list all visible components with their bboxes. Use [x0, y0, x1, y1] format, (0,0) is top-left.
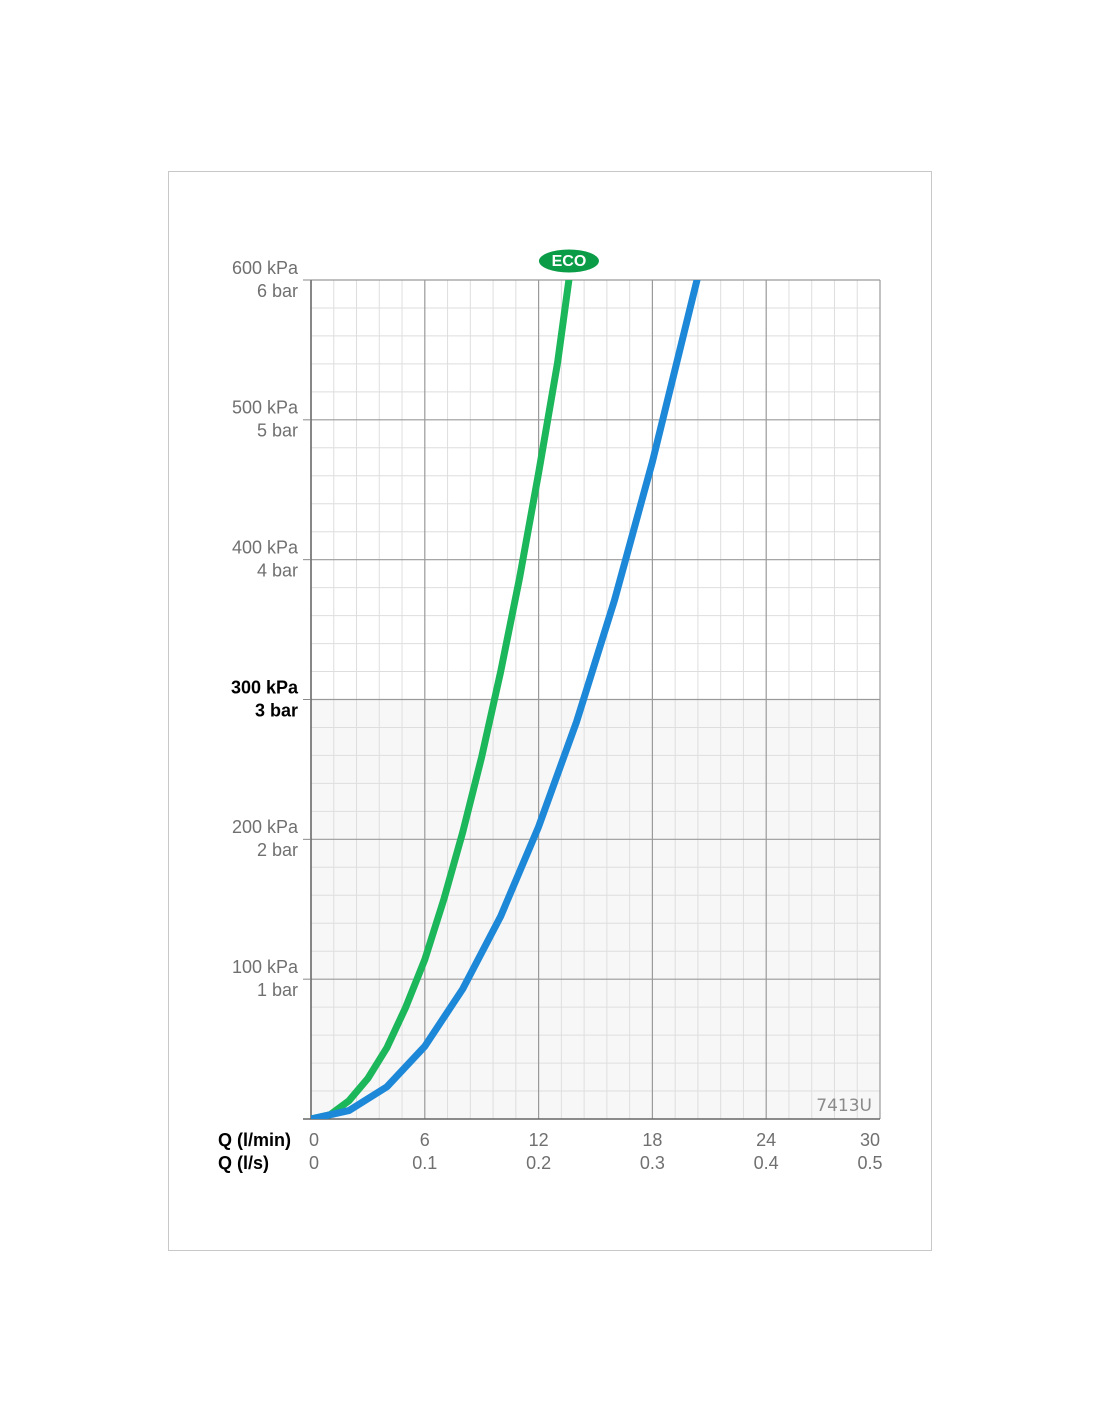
y-tick-label: 300 kPa	[231, 677, 299, 697]
x2-tick-label: 0	[309, 1153, 319, 1173]
x2-tick-label: 0.1	[412, 1153, 437, 1173]
y2-tick-label: 2 bar	[257, 840, 298, 860]
y-tick-label: 600 kPa	[232, 258, 299, 278]
y2-tick-label: 4 bar	[257, 560, 298, 580]
x2-tick-label: 0.5	[857, 1153, 882, 1173]
labels: 100 kPa 200 kPa 300 kPa 400 kPa 500 kPa 600 k…	[218, 249, 883, 1173]
y2-tick-label: 3 bar	[255, 700, 298, 720]
series-badge	[538, 249, 599, 273]
x-tick-label: 30	[860, 1130, 880, 1150]
y2-tick-label: 5 bar	[257, 421, 298, 441]
series-label: ECO	[552, 253, 587, 270]
x2-axis-label: Q (l/s)	[218, 1153, 269, 1173]
line-series	[311, 280, 573, 1119]
annotation: 7413U	[816, 1096, 872, 1116]
x-tick-label: 24	[756, 1130, 776, 1150]
y-tick-label: 500 kPa	[232, 398, 299, 418]
x-axis-label: Q (l/min)	[218, 1130, 291, 1150]
x2-tick-label: 0.4	[754, 1153, 779, 1173]
x-tick-label: 12	[529, 1130, 549, 1150]
grid	[303, 279, 881, 1120]
x-tick-label: 0	[309, 1130, 319, 1150]
y-tick-label: 100 kPa	[232, 957, 299, 977]
y2-tick-label: 6 bar	[257, 281, 298, 301]
y-tick-label: 400 kPa	[232, 537, 299, 557]
line-series	[311, 280, 701, 1119]
y-tick-label: 200 kPa	[232, 817, 299, 837]
y2-tick-label: 1 bar	[257, 980, 298, 1000]
lines	[311, 280, 701, 1119]
x-tick-label: 6	[420, 1130, 430, 1150]
x-tick-label: 18	[642, 1130, 662, 1150]
x2-tick-label: 0.3	[640, 1153, 665, 1173]
x2-tick-label: 0.2	[526, 1153, 551, 1173]
lower-shade	[311, 699, 880, 1119]
